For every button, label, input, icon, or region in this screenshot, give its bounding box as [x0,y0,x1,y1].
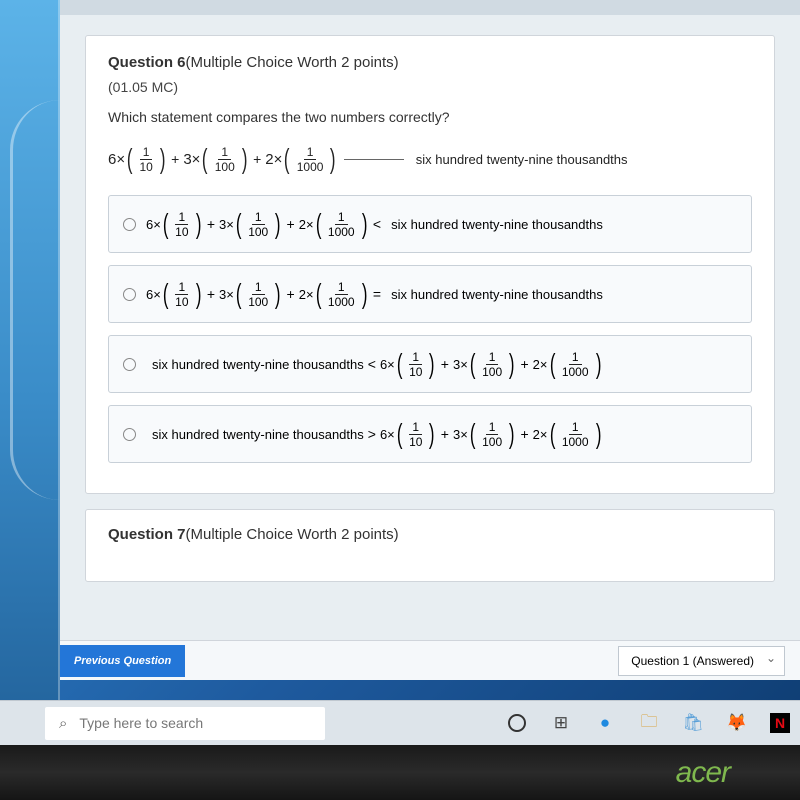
task-view-icon[interactable]: ⊞ [550,712,572,734]
search-icon: ⌕ [59,715,67,732]
question-6-expression: 6×(110)+3×(1100)+2×(11000)six hundred tw… [108,143,752,175]
answer-option-2[interactable]: 6×(110)+3×(1100)+2×(11000)=six hundred t… [108,265,752,323]
firefox-icon[interactable]: 🦊 [726,712,748,734]
edge-icon[interactable]: ● [594,712,616,734]
answer-option-1[interactable]: 6×(110)+3×(1100)+2×(11000)<six hundred t… [108,195,752,253]
question-7-card: Question 7(Multiple Choice Worth 2 point… [85,509,775,582]
question-6-prompt: Which statement compares the two numbers… [108,109,752,125]
cortana-circle-icon[interactable] [506,712,528,734]
radio-icon [123,218,136,231]
answer-option-4[interactable]: six hundred twenty-nine thousandths>6×(1… [108,405,752,463]
acer-logo: acer [676,756,730,790]
store-icon[interactable]: 🛍 [682,712,704,734]
question-7-header: Question 7(Multiple Choice Worth 2 point… [108,526,752,543]
question-6-header: Question 6(Multiple Choice Worth 2 point… [108,54,752,71]
radio-icon [123,358,136,371]
previous-question-button[interactable]: Previous Question [60,645,185,677]
taskbar-search[interactable]: ⌕ Type here to search [45,707,325,740]
radio-icon [123,428,136,441]
quiz-window: Question 6(Multiple Choice Worth 2 point… [60,0,800,680]
quiz-nav-bar: Previous Question Question 1 (Answered) [60,640,800,680]
netflix-icon[interactable]: N [770,713,790,733]
search-placeholder: Type here to search [79,715,203,731]
previous-question-card-edge [60,0,800,15]
answer-option-3[interactable]: six hundred twenty-nine thousandths<6×(1… [108,335,752,393]
file-explorer-icon[interactable]: 🗀 [638,712,660,734]
question-6-code: (01.05 MC) [108,79,752,95]
laptop-bezel: acer [0,745,800,800]
radio-icon [123,288,136,301]
question-6-card: Question 6(Multiple Choice Worth 2 point… [85,35,775,494]
windows-taskbar: ⌕ Type here to search ⊞ ● 🗀 🛍 🦊 N [0,700,800,745]
question-progress-dropdown[interactable]: Question 1 (Answered) [618,646,785,676]
